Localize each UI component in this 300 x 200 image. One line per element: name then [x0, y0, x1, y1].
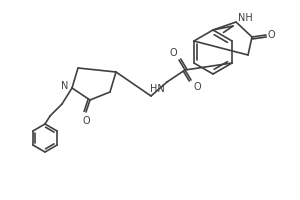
Text: O: O — [169, 48, 177, 58]
Text: O: O — [268, 30, 276, 40]
Text: O: O — [82, 116, 90, 126]
Text: O: O — [193, 82, 201, 92]
Text: HN: HN — [150, 84, 165, 94]
Text: N: N — [61, 81, 68, 91]
Text: NH: NH — [238, 13, 253, 23]
